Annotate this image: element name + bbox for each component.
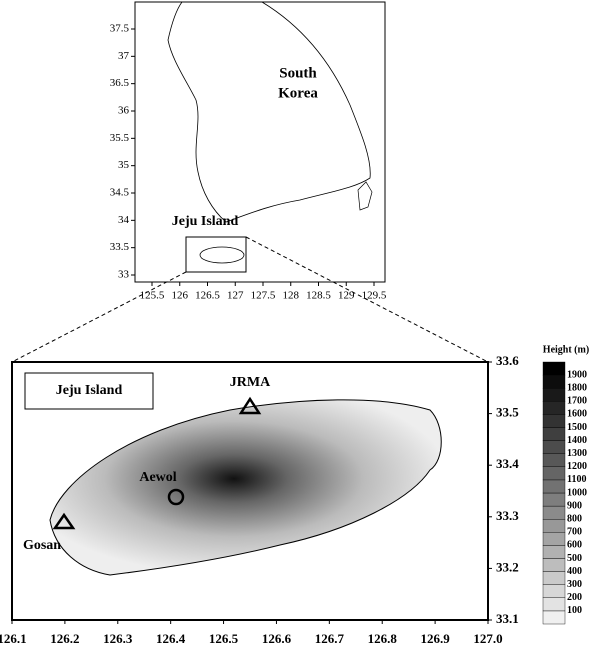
colorbar-cell	[542, 466, 566, 481]
x-tick-label: 126.7	[315, 631, 345, 646]
colorbar-label: 500	[567, 553, 582, 564]
colorbar-label: 1000	[567, 487, 587, 498]
site-marker	[52, 512, 76, 530]
colorbar-cell	[542, 414, 566, 428]
x-tick-label: 125.5	[140, 290, 165, 302]
x-tick-label: 128	[283, 290, 300, 302]
colorbar-cell	[542, 492, 566, 507]
x-tick-label: 126	[172, 290, 189, 302]
colorbar-cell	[542, 479, 566, 494]
zoom-line	[11, 271, 187, 363]
x-tick-label: 126.5	[209, 631, 239, 646]
y-tick-label: 37.5	[110, 23, 130, 35]
colorbar-cell	[542, 361, 566, 376]
colorbar-label: 1900	[567, 369, 587, 380]
colorbar-cell	[542, 453, 566, 468]
x-tick-label: 129	[338, 290, 355, 302]
y-tick-label: 35	[118, 159, 130, 171]
site-label: JRMA	[230, 375, 271, 390]
y-tick-label: 33.6	[496, 353, 519, 368]
site-label: Gosan	[23, 538, 61, 553]
y-tick-label: 35.5	[110, 132, 130, 144]
x-tick-label: 126.3	[103, 631, 133, 646]
region-label: South	[279, 65, 317, 81]
y-tick-label: 34	[118, 214, 130, 226]
colorbar-cell	[542, 584, 566, 599]
y-tick-label: 33.5	[496, 405, 519, 420]
colorbar-cell	[542, 571, 566, 585]
x-tick-label: 126.1	[0, 631, 27, 646]
x-tick-label: 126.4	[156, 631, 186, 646]
y-tick-label: 34.5	[110, 187, 130, 199]
colorbar-label: 900	[567, 500, 582, 511]
colorbar-label: 1500	[567, 422, 587, 433]
y-tick-label: 33.1	[496, 611, 519, 626]
site-marker	[238, 396, 262, 415]
detail-title: Jeju Island	[56, 383, 123, 398]
colorbar-label: 100	[567, 605, 582, 616]
x-tick-label: 127.0	[473, 631, 502, 646]
colorbar-label: 1400	[567, 435, 587, 446]
island	[357, 181, 373, 211]
region-label: Korea	[278, 85, 318, 101]
x-tick-label: 126.6	[262, 631, 292, 646]
y-tick-label: 33	[118, 269, 130, 281]
y-tick-label: 36	[118, 105, 130, 117]
colorbar-cell	[542, 388, 566, 402]
colorbar-label: 300	[567, 579, 582, 590]
colorbar-label: 1300	[567, 448, 587, 459]
inset-box	[185, 236, 247, 273]
colorbar-label: 1100	[567, 474, 586, 485]
coastline	[167, 1, 371, 223]
x-tick-label: 129.5	[362, 290, 387, 302]
colorbar-cell	[542, 558, 566, 572]
colorbar-label: 600	[567, 540, 582, 551]
inset-label: Jeju Island	[172, 214, 239, 229]
y-tick-label: 33.2	[496, 559, 519, 574]
x-tick-label: 127.5	[251, 290, 276, 302]
colorbar-cell	[542, 532, 566, 546]
colorbar-title: Height (m)	[543, 344, 589, 355]
colorbar-label: 800	[567, 513, 582, 524]
y-tick-label: 36.5	[110, 77, 130, 89]
colorbar-label: 1800	[567, 382, 587, 393]
colorbar-label: 700	[567, 527, 582, 538]
jeju-outline	[199, 246, 245, 264]
x-tick-label: 128.5	[306, 290, 331, 302]
colorbar-cell	[542, 440, 566, 454]
x-tick-label: 126.9	[420, 631, 450, 646]
x-tick-label: 127	[227, 290, 244, 302]
overview-frame	[134, 1, 386, 283]
zoom-line	[245, 236, 489, 363]
colorbar-label: 1200	[567, 461, 587, 472]
x-tick-label: 126.8	[368, 631, 398, 646]
site-marker	[167, 488, 185, 506]
title-box	[24, 372, 154, 410]
colorbar-cell	[542, 505, 566, 520]
colorbar-cell	[542, 597, 566, 612]
colorbar-label: 1700	[567, 396, 587, 407]
colorbar-cell	[542, 401, 566, 415]
site-label: Aewol	[139, 470, 176, 485]
colorbar-cell	[542, 610, 566, 625]
y-tick-label: 33.4	[496, 456, 519, 471]
colorbar-cell	[542, 374, 566, 389]
x-tick-label: 126.5	[195, 290, 220, 302]
colorbar-label: 400	[567, 566, 582, 577]
jeju-terrain	[49, 399, 442, 576]
y-tick-label: 33.5	[110, 241, 130, 253]
x-tick-label: 126.2	[50, 631, 79, 646]
colorbar-label: 200	[567, 592, 582, 603]
colorbar-cell	[542, 545, 566, 559]
y-tick-label: 33.3	[496, 508, 519, 523]
colorbar-cell	[542, 519, 566, 533]
colorbar-cell	[542, 427, 566, 441]
colorbar-label: 1600	[567, 409, 587, 420]
y-tick-label: 37	[118, 50, 130, 62]
